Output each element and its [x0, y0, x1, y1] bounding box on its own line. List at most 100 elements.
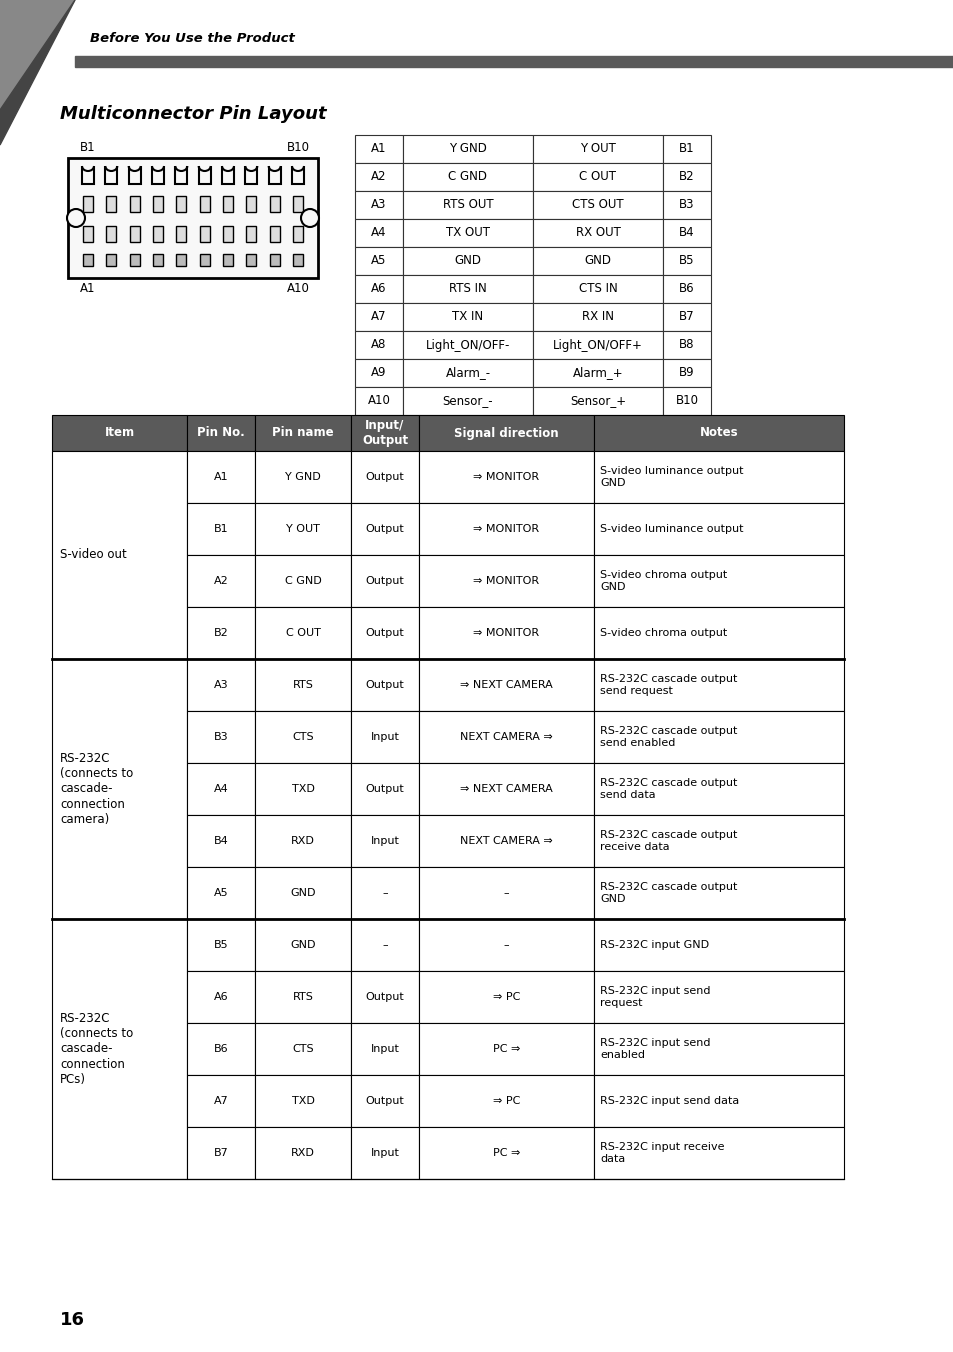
Bar: [187, 867, 254, 919]
Text: TXD: TXD: [292, 1096, 314, 1106]
Bar: [418, 763, 594, 815]
Text: A1: A1: [213, 472, 228, 483]
Text: ⇒ MONITOR: ⇒ MONITOR: [473, 525, 539, 534]
Bar: [75, 55, 953, 68]
Text: RS-232C input GND: RS-232C input GND: [599, 940, 708, 950]
Text: Y GND: Y GND: [285, 472, 320, 483]
Bar: [187, 658, 254, 711]
Text: GND: GND: [454, 254, 481, 268]
Text: ⇒ MONITOR: ⇒ MONITOR: [473, 576, 539, 585]
Bar: [594, 607, 843, 658]
Bar: [533, 164, 662, 191]
Text: B1: B1: [213, 525, 228, 534]
Bar: [351, 971, 418, 1023]
Bar: [418, 919, 594, 971]
Bar: [106, 226, 116, 242]
Bar: [533, 191, 662, 219]
Bar: [83, 226, 92, 242]
Text: A10: A10: [286, 283, 309, 295]
Bar: [254, 1075, 351, 1128]
Bar: [533, 387, 662, 415]
Bar: [254, 658, 351, 711]
Text: B3: B3: [679, 199, 694, 211]
Bar: [187, 415, 254, 452]
Text: –: –: [382, 888, 388, 898]
Bar: [418, 815, 594, 867]
Text: RX OUT: RX OUT: [575, 227, 619, 239]
Polygon shape: [0, 0, 75, 145]
Bar: [68, 158, 317, 279]
Text: RS-232C cascade output
send data: RS-232C cascade output send data: [599, 779, 737, 800]
Text: RS-232C input send
request: RS-232C input send request: [599, 986, 710, 1007]
Bar: [254, 971, 351, 1023]
Bar: [351, 607, 418, 658]
Bar: [254, 452, 351, 503]
Bar: [176, 254, 186, 266]
Text: A5: A5: [371, 254, 386, 268]
Text: Input/
Output: Input/ Output: [361, 419, 408, 448]
Bar: [270, 254, 279, 266]
Text: PC ⇒: PC ⇒: [493, 1148, 519, 1159]
Bar: [254, 1023, 351, 1075]
Bar: [351, 415, 418, 452]
Text: S-video luminance output: S-video luminance output: [599, 525, 742, 534]
Bar: [199, 196, 210, 212]
Bar: [418, 1075, 594, 1128]
Text: Pin No.: Pin No.: [197, 426, 245, 439]
Text: RTS IN: RTS IN: [449, 283, 486, 296]
Bar: [187, 971, 254, 1023]
Bar: [594, 971, 843, 1023]
Text: –: –: [503, 940, 509, 950]
Text: A2: A2: [371, 170, 386, 184]
Text: CTS OUT: CTS OUT: [572, 199, 623, 211]
Text: Item: Item: [104, 426, 134, 439]
Text: B6: B6: [213, 1044, 228, 1055]
Text: ⇒ MONITOR: ⇒ MONITOR: [473, 472, 539, 483]
Text: B3: B3: [213, 731, 228, 742]
Bar: [152, 254, 163, 266]
Text: S-video chroma output
GND: S-video chroma output GND: [599, 571, 726, 592]
Bar: [594, 1128, 843, 1179]
Bar: [355, 247, 402, 274]
Text: Notes: Notes: [699, 426, 738, 439]
Text: A10: A10: [367, 395, 390, 407]
Bar: [355, 164, 402, 191]
Bar: [351, 503, 418, 556]
Bar: [351, 1023, 418, 1075]
Text: Input: Input: [370, 731, 399, 742]
Text: B4: B4: [213, 836, 228, 846]
Text: Multiconnector Pin Layout: Multiconnector Pin Layout: [60, 105, 326, 123]
Bar: [152, 226, 163, 242]
Text: B2: B2: [679, 170, 694, 184]
Bar: [594, 867, 843, 919]
Bar: [187, 763, 254, 815]
Text: A6: A6: [213, 992, 228, 1002]
Text: Input: Input: [370, 1148, 399, 1159]
Bar: [254, 919, 351, 971]
Text: RS-232C input send data: RS-232C input send data: [599, 1096, 739, 1106]
Text: –: –: [382, 940, 388, 950]
Bar: [402, 274, 533, 303]
Text: Output: Output: [365, 680, 404, 690]
Bar: [351, 658, 418, 711]
Text: Alarm_+: Alarm_+: [572, 366, 622, 380]
Text: Output: Output: [365, 472, 404, 483]
Bar: [418, 556, 594, 607]
Bar: [533, 247, 662, 274]
Text: RS-232C input send
enabled: RS-232C input send enabled: [599, 1038, 710, 1060]
Text: Output: Output: [365, 576, 404, 585]
Text: C GND: C GND: [284, 576, 321, 585]
Bar: [351, 452, 418, 503]
Bar: [351, 711, 418, 763]
Bar: [402, 135, 533, 164]
Bar: [187, 711, 254, 763]
Text: Y OUT: Y OUT: [286, 525, 319, 534]
Text: B8: B8: [679, 338, 694, 352]
Bar: [355, 387, 402, 415]
Bar: [402, 387, 533, 415]
Text: ⇒ NEXT CAMERA: ⇒ NEXT CAMERA: [459, 784, 553, 794]
Bar: [594, 1075, 843, 1128]
Text: B6: B6: [679, 283, 694, 296]
Bar: [187, 503, 254, 556]
Bar: [351, 1128, 418, 1179]
